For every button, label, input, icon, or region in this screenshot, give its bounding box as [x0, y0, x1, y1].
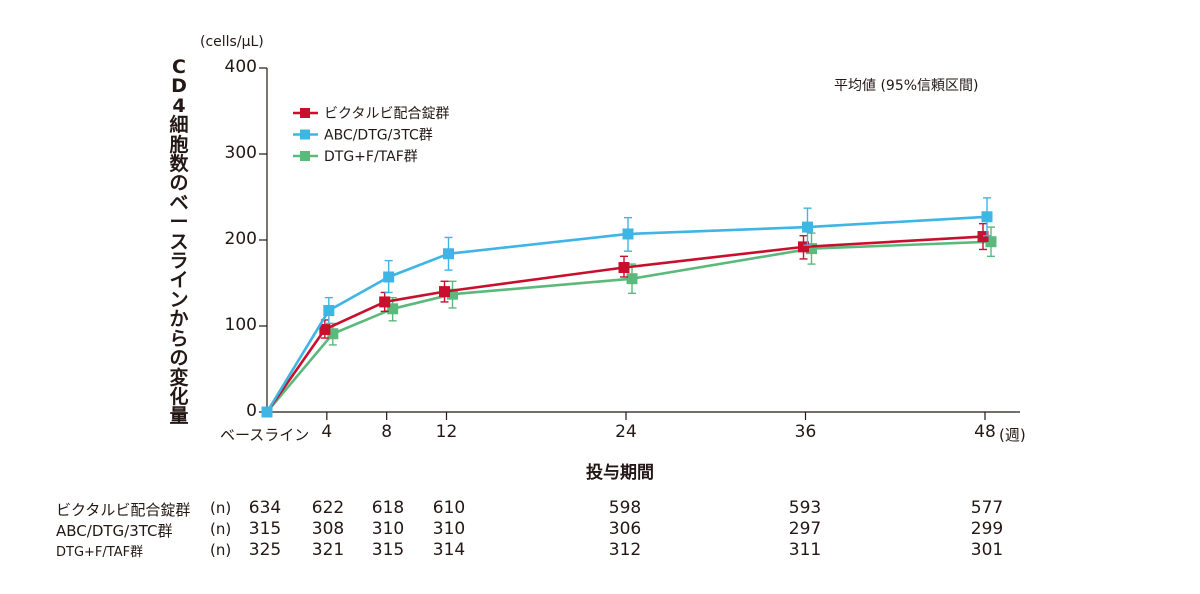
legend: ビクタルビ配合錠群 ABC/DTG/3TC群 DTG+F/TAF群	[293, 106, 449, 165]
series-1	[261, 197, 993, 418]
n-value: 610	[432, 498, 466, 518]
data-point	[981, 211, 993, 223]
data-point	[443, 248, 454, 260]
data-point	[622, 228, 634, 240]
chart-note: 平均値 (95%信頼区間)	[834, 78, 979, 94]
legend-marker	[300, 151, 310, 161]
x-tick-label: 4	[321, 422, 333, 442]
x-tick-label: 48	[974, 422, 996, 442]
series-0	[261, 222, 989, 418]
n-value: 299	[970, 519, 1004, 539]
x-axis-title: 投与期間	[586, 463, 654, 483]
data-point	[327, 328, 339, 340]
x-tick-label: 36	[794, 422, 817, 442]
data-point	[261, 406, 273, 418]
n-value: 315	[371, 540, 405, 560]
y-tick-label: 100	[224, 315, 257, 335]
data-point	[439, 286, 450, 298]
n-value: 314	[432, 540, 466, 560]
legend-marker	[300, 108, 310, 118]
series-2	[261, 226, 997, 418]
data-point	[618, 262, 630, 274]
n-value: 308	[311, 519, 345, 539]
n-value: 618	[371, 498, 405, 518]
n-row-label: DTG+F/TAF群	[56, 545, 144, 560]
n-label: (n)	[210, 520, 232, 538]
n-value: 593	[788, 498, 822, 518]
series-layer	[261, 197, 997, 418]
data-point	[806, 243, 817, 255]
n-value: 321	[311, 540, 345, 560]
n-value: 310	[371, 519, 405, 539]
data-point	[383, 271, 395, 283]
n-row-label: ビクタルビ配合錠群	[56, 501, 191, 519]
n-value: 622	[311, 498, 345, 518]
data-point	[977, 231, 989, 243]
legend-label: ABC/DTG/3TC群	[324, 128, 433, 144]
x-tick-label: ベースライン	[220, 426, 310, 444]
n-value: 301	[970, 540, 1004, 560]
n-value: 306	[608, 519, 642, 539]
legend-label: ビクタルビ配合錠群	[324, 106, 449, 122]
data-point	[802, 221, 813, 233]
n-value: 634	[248, 498, 282, 518]
data-point	[323, 305, 335, 317]
y-axis-title: CD4細胞数のベースラインからの変化量	[169, 56, 189, 428]
data-point	[379, 296, 391, 308]
x-unit-label: (週)	[999, 426, 1026, 444]
y-tick-label: 0	[246, 401, 257, 421]
y-unit-label: (cells/μL)	[200, 34, 264, 50]
n-value: 577	[970, 498, 1004, 518]
x-tick-label: 24	[615, 422, 637, 442]
data-point	[387, 303, 399, 315]
n-value: 598	[608, 498, 642, 518]
tick-marks	[259, 67, 986, 420]
legend-marker	[300, 129, 310, 140]
n-value: 325	[248, 540, 282, 560]
data-point	[798, 241, 809, 253]
data-point	[447, 288, 458, 300]
n-value: 315	[248, 519, 282, 539]
n-value: 312	[608, 540, 642, 560]
n-value: 297	[788, 519, 822, 539]
x-tick-label: 12	[435, 422, 458, 442]
n-row-label: ABC/DTG/3TC群	[56, 522, 173, 540]
legend-label: DTG+F/TAF群	[324, 149, 418, 165]
y-tick-label: 200	[224, 229, 257, 249]
data-point	[319, 323, 331, 335]
x-tick-label: 8	[381, 422, 393, 442]
n-value: 311	[788, 540, 822, 560]
n-label: (n)	[210, 499, 232, 517]
y-tick-label: 400	[224, 57, 257, 77]
n-value: 310	[432, 519, 466, 539]
n-label: (n)	[210, 541, 232, 559]
y-tick-label: 300	[224, 143, 257, 163]
data-point	[985, 236, 997, 248]
data-point	[626, 273, 638, 285]
